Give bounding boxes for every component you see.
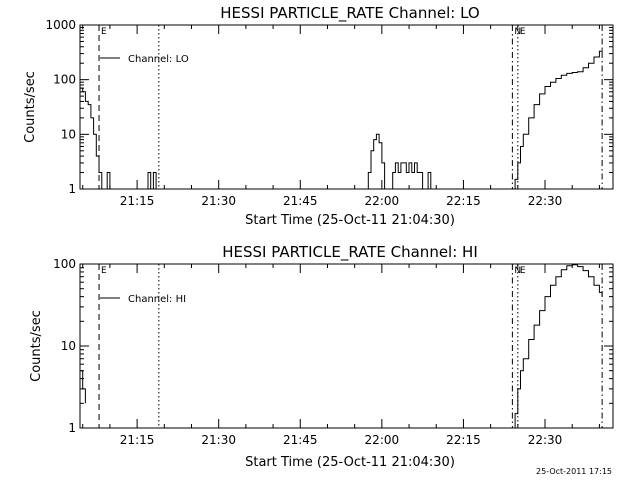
- x-tick-label-hi: 22:15: [446, 433, 481, 447]
- chart-title-lo: HESSI PARTICLE_RATE Channel: LO: [220, 4, 479, 23]
- x-axis-label-lo: Start Time (25-Oct-11 21:04:30): [245, 213, 455, 228]
- y-axis-label-hi: Counts/sec: [29, 310, 44, 382]
- event-marker-label-lo: N: [514, 27, 521, 37]
- x-tick-label-lo: 22:00: [365, 194, 400, 208]
- panel-channel-hi: HESSI PARTICLE_RATE Channel: HI 1 10 100 2…: [29, 243, 614, 470]
- x-tick-label-hi: 21:45: [283, 433, 318, 447]
- y-tick-label-lo: 100: [53, 73, 76, 87]
- x-tick-label-hi: 21:15: [120, 433, 155, 447]
- legend-hi: Channel: HI: [100, 294, 186, 305]
- panel-channel-lo: HESSI PARTICLE_RATE Channel: LO 1 10 100 10…: [23, 4, 614, 228]
- x-axis-lo: 21:15 21:30 21:45 22:00 22:15 22:30: [82, 25, 600, 208]
- x-tick-label-lo: 22:30: [528, 194, 563, 208]
- y-tick-label-lo: 1000: [45, 18, 76, 32]
- y-axis-lo: 1 10 100 1000: [45, 18, 613, 196]
- legend-label-lo: Channel: LO: [128, 54, 189, 65]
- x-tick-label-hi: 21:30: [201, 433, 236, 447]
- chart-title-hi: HESSI PARTICLE_RATE Channel: HI: [222, 243, 478, 262]
- series-line-lo: [80, 49, 603, 190]
- y-axis-label-lo: Counts/sec: [23, 71, 38, 143]
- x-tick-label-lo: 21:30: [201, 194, 236, 208]
- x-tick-label-lo: 22:15: [446, 194, 481, 208]
- series-hi: [80, 264, 603, 429]
- event-marker-label-lo: E: [101, 27, 107, 37]
- markers-hi: E NE: [98, 264, 603, 428]
- x-tick-label-hi: 22:30: [528, 433, 563, 447]
- event-marker-label-lo: E: [520, 27, 526, 37]
- plot-frame-lo: [79, 24, 614, 190]
- series-lo: [80, 49, 603, 190]
- series-line-hi: [80, 264, 603, 429]
- y-tick-label-hi: 100: [53, 257, 76, 271]
- event-marker-label-hi: E: [520, 266, 526, 276]
- y-tick-label-hi: 10: [61, 339, 76, 353]
- footer-timestamp: 25-Oct-2011 17:15: [536, 467, 612, 476]
- x-tick-label-lo: 21:15: [120, 194, 155, 208]
- markers-lo: E NE: [98, 25, 603, 189]
- event-marker-label-hi: E: [101, 266, 107, 276]
- y-axis-hi: 1 10 100: [53, 257, 613, 435]
- y-tick-label-lo: 1: [68, 182, 76, 196]
- x-tick-label-lo: 21:45: [283, 194, 318, 208]
- x-axis-hi: 21:15 21:30 21:45 22:00 22:15 22:30: [82, 264, 600, 447]
- legend-lo: Channel: LO: [100, 54, 189, 65]
- x-axis-label-hi: Start Time (25-Oct-11 21:04:30): [245, 455, 455, 470]
- plot-frame-hi: [79, 263, 614, 429]
- y-tick-label-hi: 1: [68, 421, 76, 435]
- event-marker-label-hi: N: [514, 266, 521, 276]
- y-tick-label-lo: 10: [61, 127, 76, 141]
- legend-label-hi: Channel: HI: [128, 294, 186, 305]
- x-tick-label-hi: 22:00: [365, 433, 400, 447]
